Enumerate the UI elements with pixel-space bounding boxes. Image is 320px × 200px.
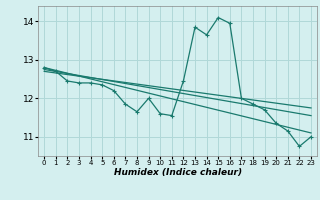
X-axis label: Humidex (Indice chaleur): Humidex (Indice chaleur) [114, 168, 242, 177]
